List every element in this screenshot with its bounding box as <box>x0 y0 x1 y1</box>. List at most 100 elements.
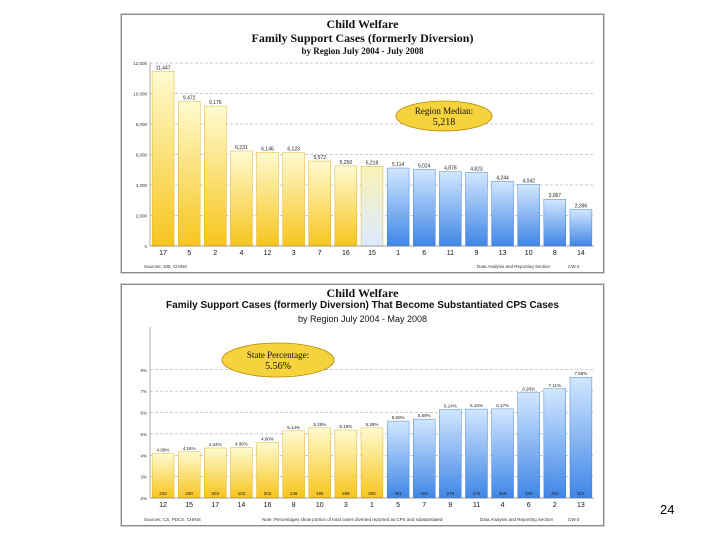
bar <box>569 377 593 499</box>
x-tick-label: 1 <box>370 502 374 509</box>
bar <box>282 430 305 499</box>
x-tick-label: 11 <box>473 502 480 509</box>
data-label: 5,250 <box>340 160 353 166</box>
y-tick-label: 2,000 <box>136 214 148 219</box>
x-tick-label: 16 <box>264 502 272 509</box>
count-label: 361 <box>394 491 402 496</box>
data-label: 6.17% <box>496 403 509 408</box>
x-tick-label: 5 <box>396 502 400 509</box>
x-tick-label: 8 <box>553 250 557 257</box>
y-tick-label: 8% <box>140 368 147 373</box>
chart-panel-cases: Child Welfare Family Support Cases (form… <box>121 14 604 273</box>
count-label: 330 <box>525 491 533 496</box>
chart1-source-left: Sources: 105, CHINS <box>144 264 188 269</box>
chart2-title: Child Welfare <box>326 286 399 300</box>
count-label: 200 <box>185 491 193 496</box>
x-tick-label: 16 <box>342 250 350 257</box>
chart1-title: Child Welfare <box>326 17 399 31</box>
data-label: 6.16% <box>470 403 483 408</box>
data-label: 9,176 <box>209 100 222 106</box>
y-tick-label: 6,000 <box>136 153 148 158</box>
bar <box>569 209 593 247</box>
data-label: 4,244 <box>496 175 509 181</box>
x-tick-label: 9 <box>448 502 452 509</box>
bar <box>543 388 566 499</box>
data-label: 5.69% <box>418 413 431 418</box>
x-tick-label: 17 <box>211 502 219 509</box>
page-number: 24 <box>660 502 675 517</box>
chart2-source-right: Data Analysis and Reporting Section <box>480 517 554 522</box>
data-label: 5.14% <box>287 425 300 430</box>
bar <box>491 408 514 499</box>
x-tick-label: 15 <box>185 502 193 509</box>
x-tick-label: 1 <box>396 250 400 257</box>
annotation-ellipse <box>221 342 335 378</box>
chart-panel-substantiated: Child Welfare Family Support Cases (form… <box>121 284 604 526</box>
chart1-subtitle2: by Region July 2004 - July 2008 <box>301 46 424 56</box>
data-label: 5,024 <box>418 163 431 169</box>
chart1-source-right: Data Analysis and Reporting Section <box>477 264 551 269</box>
x-tick-label: 12 <box>264 250 272 257</box>
count-label: 503 <box>212 491 220 496</box>
bar <box>151 71 175 247</box>
data-label: 6,231 <box>235 145 248 151</box>
y-tick-label: 6% <box>140 411 147 416</box>
x-tick-label: 2 <box>553 502 557 509</box>
data-label: 6,146 <box>261 146 274 152</box>
bar <box>465 408 488 499</box>
chart2-source-middle: Note: Percentages show portion of total … <box>262 517 443 522</box>
count-label: 359 <box>499 491 507 496</box>
data-label: 5,572 <box>314 155 327 161</box>
count-label: 103 <box>238 491 246 496</box>
bar <box>282 152 305 247</box>
count-label: 298 <box>342 491 350 496</box>
count-label: 146 <box>290 491 298 496</box>
count-label: 232 <box>159 491 167 496</box>
y-tick-label: 7% <box>140 389 147 394</box>
count-label: 312 <box>577 491 585 496</box>
bar <box>386 167 410 247</box>
chart1-source-code: CW-2 <box>568 264 580 269</box>
bar <box>360 166 384 247</box>
count-label: 203 <box>264 491 272 496</box>
x-tick-label: 9 <box>475 250 479 257</box>
bar <box>230 150 253 247</box>
chart2-source-code: CW-3 <box>568 517 580 522</box>
count-label: 195 <box>316 491 324 496</box>
x-tick-label: 15 <box>368 250 376 257</box>
chart1-subtitle: Family Support Cases (formerly Diversion… <box>251 31 474 45</box>
y-tick-label: 2% <box>140 496 147 501</box>
y-tick-label: 8,000 <box>136 122 148 127</box>
x-tick-label: 7 <box>422 502 426 509</box>
y-tick-label: 0 <box>144 244 147 249</box>
y-tick-label: 4% <box>140 453 147 458</box>
data-label: 11,447 <box>156 65 171 71</box>
data-label: 5,218 <box>366 160 379 166</box>
bar <box>517 392 540 499</box>
annotation-value: 5,218 <box>433 117 456 128</box>
x-tick-label: 6 <box>422 250 426 257</box>
data-label: 5,114 <box>392 162 404 168</box>
count-label: 293 <box>420 491 428 496</box>
data-label: 4,878 <box>444 166 457 172</box>
x-tick-label: 13 <box>577 502 585 509</box>
bar <box>178 101 201 247</box>
x-tick-label: 14 <box>238 502 246 509</box>
bar <box>334 429 358 499</box>
annotation-ellipse <box>395 100 493 132</box>
data-label: 4,823 <box>470 166 483 172</box>
count-label: 402 <box>551 491 559 496</box>
x-tick-label: 7 <box>318 250 322 257</box>
x-tick-label: 11 <box>447 250 454 257</box>
data-label: 2,396 <box>575 203 588 209</box>
data-label: 5.28% <box>313 422 326 427</box>
count-label: 250 <box>368 491 376 496</box>
bar <box>386 420 410 499</box>
bar <box>360 427 384 499</box>
data-label: 6,123 <box>287 147 300 153</box>
data-label: 4.08% <box>157 448 170 453</box>
bar <box>256 152 279 247</box>
bar <box>465 172 488 247</box>
data-label: 7.11% <box>549 383 561 388</box>
bar <box>308 427 331 499</box>
